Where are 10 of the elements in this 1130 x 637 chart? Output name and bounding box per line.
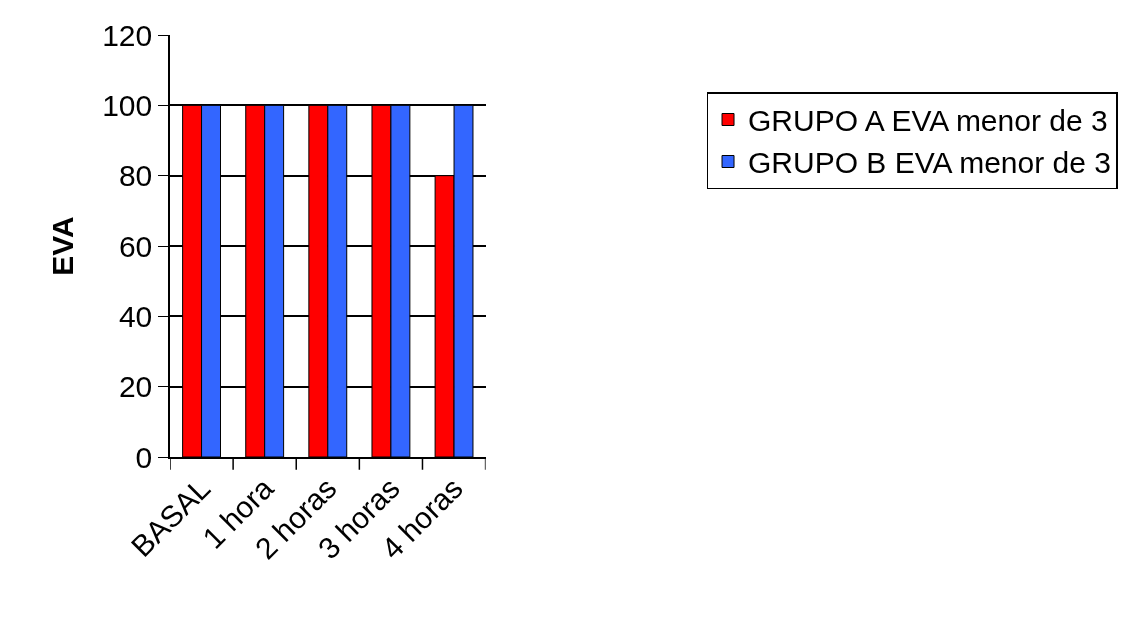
y-tick-label: 100 (102, 88, 153, 122)
y-tick-label: 40 (118, 299, 153, 333)
y-tick-label: 120 (102, 18, 153, 52)
legend-label: GRUPO B EVA menor de 3 (748, 146, 1111, 180)
y-tick-label: 0 (135, 440, 153, 474)
y-axis-title: EVA (45, 216, 79, 276)
legend-label: GRUPO A EVA menor de 3 (748, 104, 1108, 138)
y-tick-label: 80 (118, 159, 153, 193)
y-tick-label: 20 (118, 370, 153, 404)
y-tick-label: 60 (118, 229, 153, 263)
